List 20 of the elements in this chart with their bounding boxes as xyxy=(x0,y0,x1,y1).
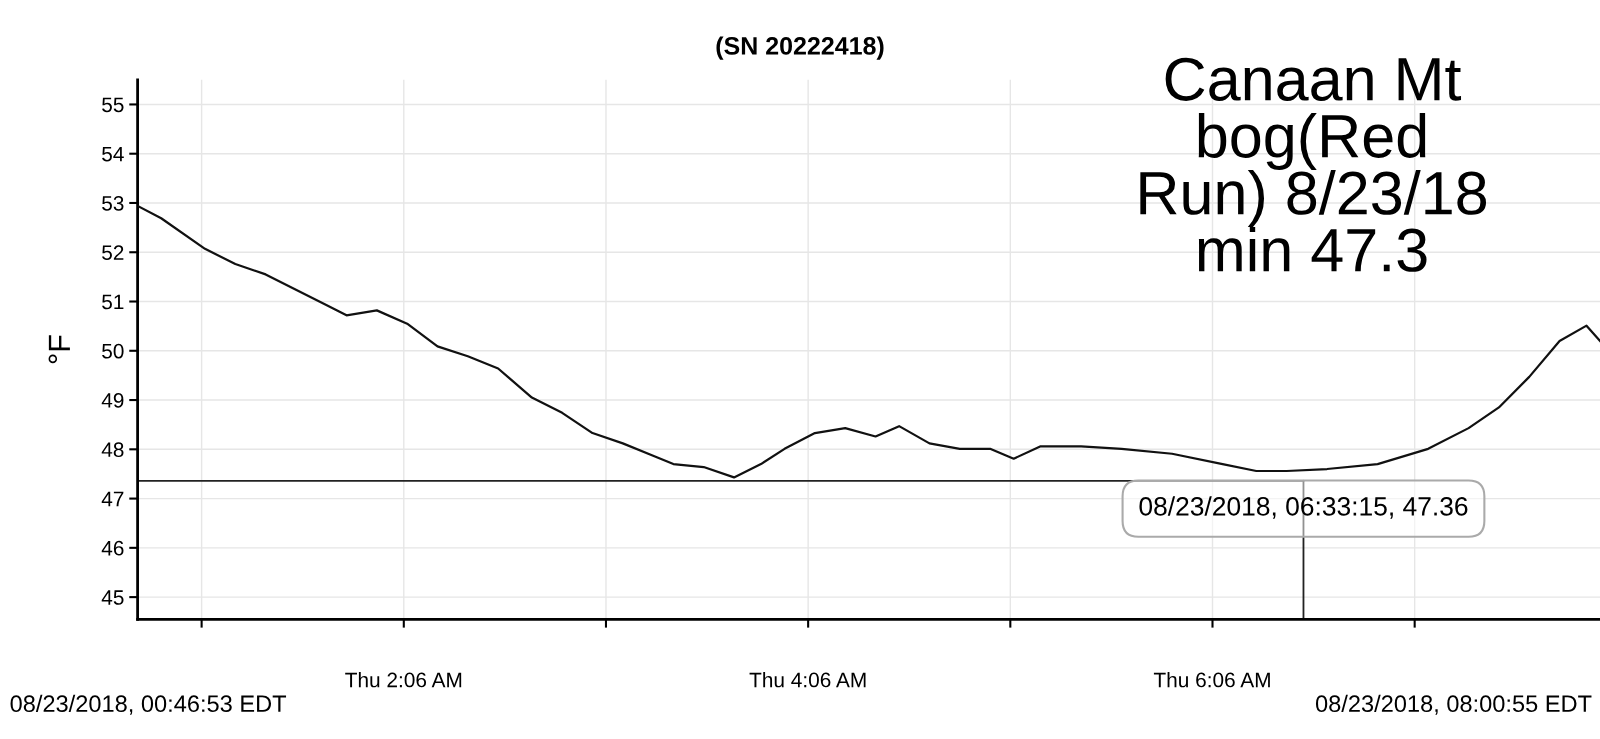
y-tick-label: 54 xyxy=(102,146,124,162)
text: 08/23/2018, 00:46:53 EDT xyxy=(10,694,287,715)
y-tick-label: 53 xyxy=(102,195,124,211)
y-tick-label: 52 xyxy=(102,245,124,260)
y-tick-label: 51 xyxy=(102,294,124,310)
y-tick-label: 45 xyxy=(101,590,124,605)
chart-title: (SN 20222418) xyxy=(716,36,884,60)
y-tick-label: 47 xyxy=(101,491,124,507)
y-axis-title: °F xyxy=(48,335,70,364)
y-tick-label: 46 xyxy=(101,540,124,556)
annotation: 08/23/2018, 06:33:15, 47.36 xyxy=(1139,496,1468,519)
annotation: Canaan Mt bog(Red Run) 8/23/18 min 47.3 xyxy=(1140,57,1487,272)
x-tick-label: Thu 4:06 AM xyxy=(749,672,866,688)
y-tick-label: 48 xyxy=(101,442,124,458)
x-tick-label: Thu 6:06 AM xyxy=(1153,672,1270,688)
x-tick-label: Thu 2:06 AM xyxy=(345,672,462,688)
y-tick-label: 49 xyxy=(101,393,124,408)
y-tick-label: 55 xyxy=(102,97,124,113)
y-tick-label: 50 xyxy=(102,343,124,359)
text: 08/23/2018, 08:00:55 EDT xyxy=(1315,694,1592,715)
